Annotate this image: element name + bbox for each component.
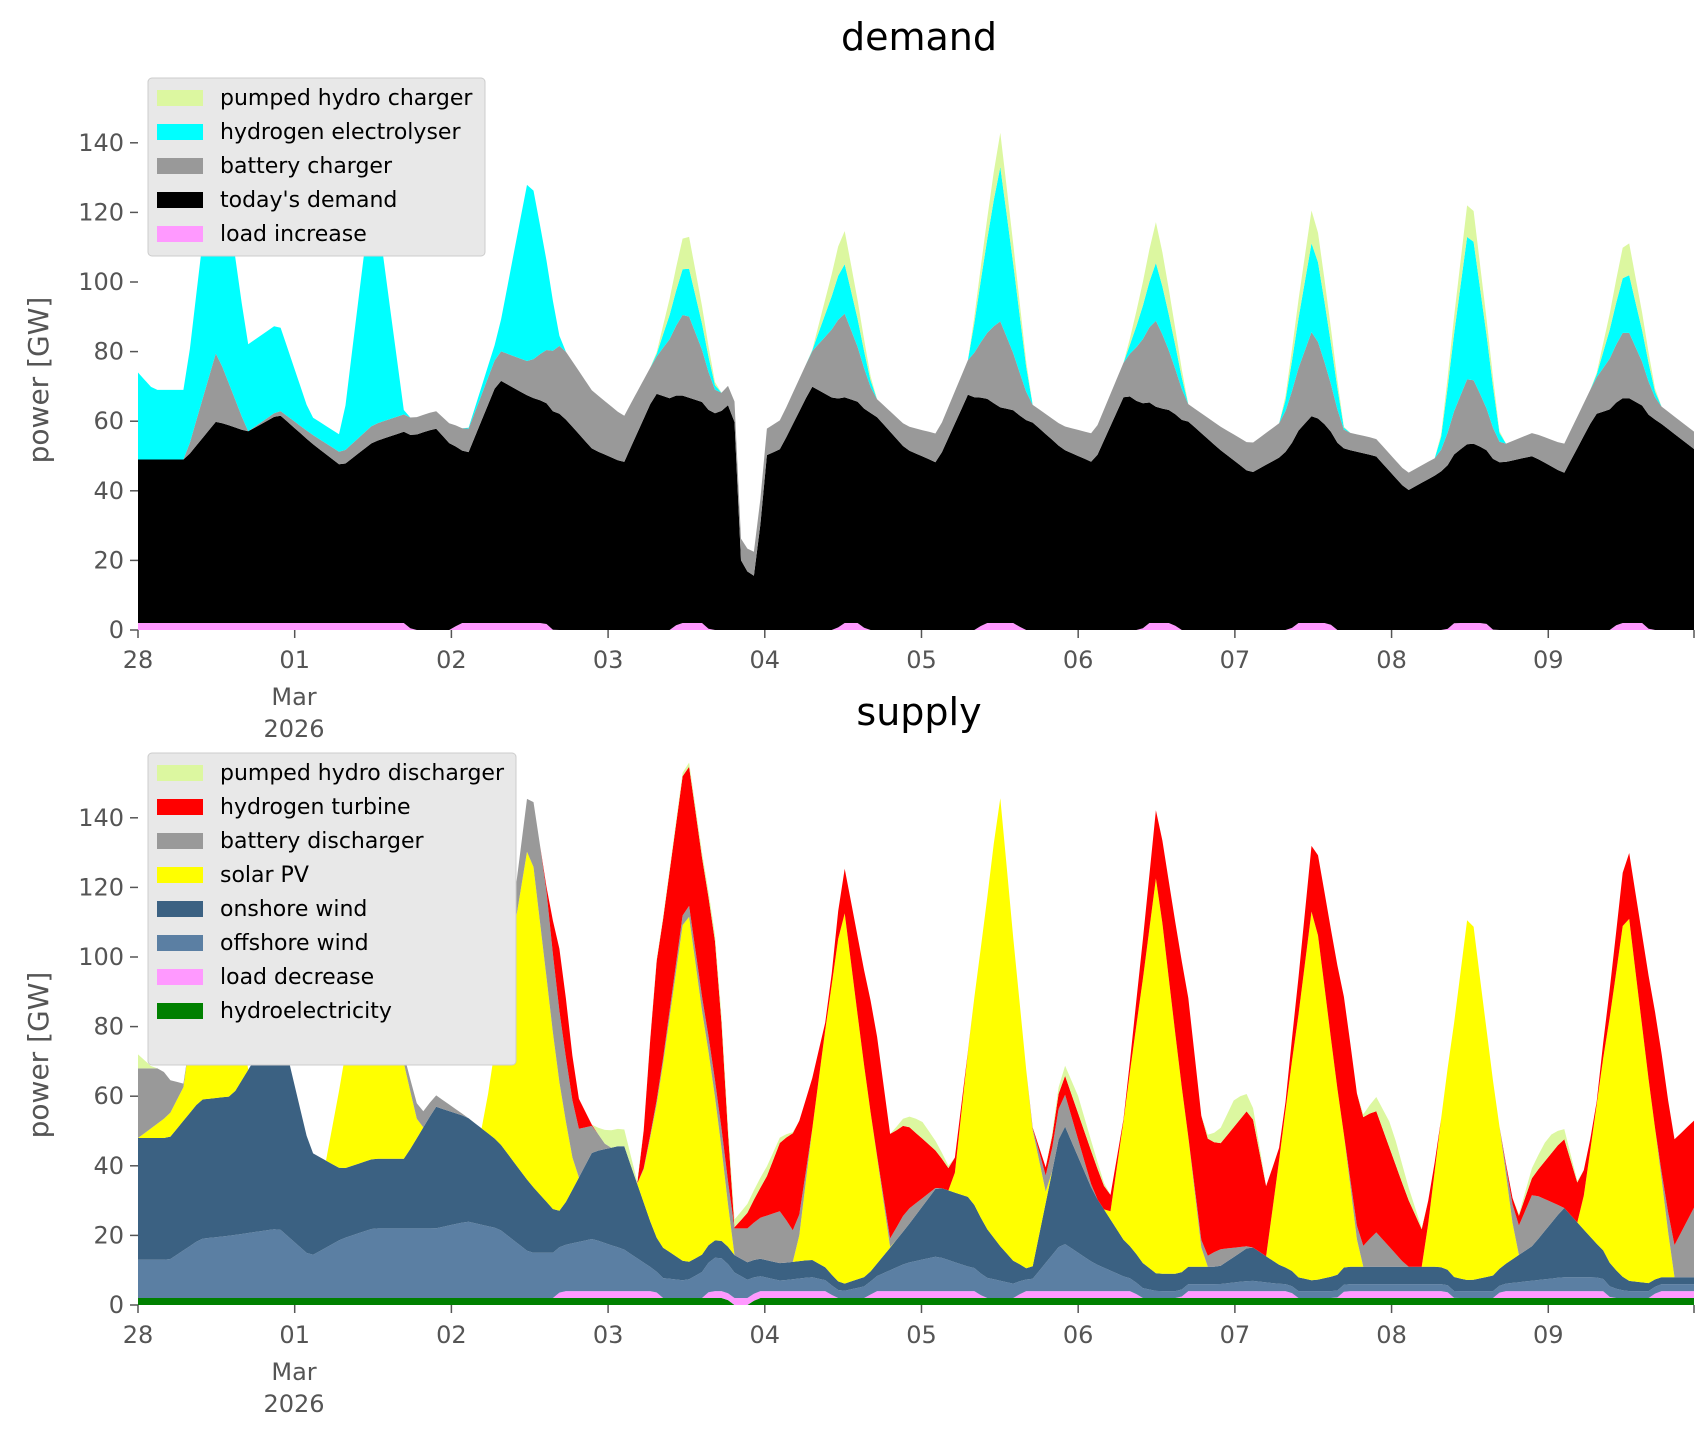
supply-area-hydrogen-turbine: [138, 766, 1694, 1267]
demand-y-axis: 0 20 40 60 80 100 120 140: [78, 129, 138, 644]
demand-x-tick-label-5: 05: [906, 646, 937, 674]
supply-legend-label-0: pumped hydro discharger: [220, 761, 505, 786]
supply-legend-label-6: load decrease: [220, 965, 374, 990]
supply-area-battery-discharger: [138, 798, 1694, 1278]
supply-y-tick-label-3: 60: [93, 1082, 124, 1110]
supply-legend-swatch-6: [157, 969, 203, 985]
demand-y-axis-label: power [GW]: [22, 297, 55, 464]
supply-legend-swatch-3: [157, 867, 203, 883]
supply-y-tick-label-1: 20: [93, 1221, 124, 1249]
supply-x-tick-label-6: 06: [1063, 1321, 1094, 1349]
demand-legend-swatch-1: [157, 124, 203, 140]
demand-legend-label-0: pumped hydro charger: [220, 86, 473, 111]
supply-legend-label-3: solar PV: [220, 863, 309, 888]
supply-legend-swatch-4: [157, 901, 203, 917]
supply-y-axis-label: power [GW]: [22, 972, 55, 1139]
supply-area-hydroelectricity: [138, 1298, 1694, 1305]
supply-legend-label-2: battery discharger: [220, 829, 425, 854]
demand-x-axis: 28 01 02 03 04 05 06 07 08 09: [123, 630, 1695, 674]
demand-y-tick-label-6: 120: [78, 198, 124, 226]
supply-x-axis: 28 01 02 03 04 05 06 07 08 09: [123, 1305, 1695, 1349]
supply-y-tick-label-6: 120: [78, 873, 124, 901]
supply-x-tick-label-7: 07: [1220, 1321, 1251, 1349]
supply-x-sublabel-year: 2026: [263, 1390, 324, 1418]
demand-y-tick-label-0: 0: [109, 616, 124, 644]
demand-y-tick-label-2: 40: [93, 477, 124, 505]
demand-y-tick-label-3: 60: [93, 407, 124, 435]
demand-legend-label-3: today's demand: [220, 188, 397, 213]
supply-area-offshore-wind: [138, 1221, 1694, 1298]
supply-x-tick-label-1: 01: [279, 1321, 310, 1349]
supply-legend-swatch-1: [157, 799, 203, 815]
supply-title: supply: [856, 690, 981, 734]
demand-x-tick-label-1: 01: [279, 646, 310, 674]
supply-legend-label-1: hydrogen turbine: [220, 795, 411, 820]
supply-chart: supply 0 20 40 60 80 100 120 140 28 01 02 03 04 05 06…: [22, 690, 1695, 1418]
demand-legend-label-1: hydrogen electrolyser: [220, 120, 461, 145]
demand-stacked-areas: [138, 130, 1694, 630]
supply-legend-swatch-7: [157, 1003, 203, 1019]
demand-legend-swatch-3: [157, 192, 203, 208]
demand-x-tick-label-3: 03: [593, 646, 624, 674]
supply-y-tick-label-7: 140: [78, 804, 124, 832]
demand-x-tick-label-2: 02: [436, 646, 467, 674]
demand-area-load-increase: [138, 623, 1694, 630]
supply-legend-swatch-0: [157, 765, 203, 781]
supply-x-tick-label-0: 28: [123, 1321, 154, 1349]
supply-y-tick-label-0: 0: [109, 1291, 124, 1319]
supply-y-axis: 0 20 40 60 80 100 120 140: [78, 804, 138, 1319]
supply-y-tick-label-4: 80: [93, 1013, 124, 1041]
supply-x-sublabel-month: Mar: [271, 1358, 316, 1386]
supply-legend-swatch-2: [157, 833, 203, 849]
demand-x-sublabel-year: 2026: [263, 715, 324, 743]
demand-area-hydrogen-electrolyser: [138, 130, 1694, 552]
demand-legend-label-2: battery charger: [220, 154, 393, 179]
supply-stacked-areas: [138, 762, 1694, 1305]
demand-y-tick-label-5: 100: [78, 268, 124, 296]
demand-x-tick-label-6: 06: [1063, 646, 1094, 674]
supply-x-tick-label-3: 03: [593, 1321, 624, 1349]
demand-x-sublabel-month: Mar: [271, 683, 316, 711]
demand-y-tick-label-7: 140: [78, 129, 124, 157]
supply-area-solar-pv: [138, 798, 1694, 1284]
demand-x-tick-label-9: 09: [1533, 646, 1564, 674]
supply-legend: pumped hydro discharger hydrogen turbine…: [147, 752, 517, 1066]
supply-legend-label-5: offshore wind: [220, 931, 369, 956]
demand-legend-label-4: load increase: [220, 222, 367, 247]
demand-x-tick-label-8: 08: [1376, 646, 1407, 674]
supply-legend-label-7: hydroelectricity: [220, 999, 392, 1024]
supply-x-tick-label-4: 04: [750, 1321, 781, 1349]
supply-x-tick-label-9: 09: [1533, 1321, 1564, 1349]
demand-legend-box: [147, 77, 486, 257]
demand-legend: pumped hydro charger hydrogen electrolys…: [147, 77, 486, 257]
demand-title: demand: [841, 15, 997, 59]
demand-area-today-s-demand: [138, 380, 1694, 630]
demand-x-tick-label-0: 28: [123, 646, 154, 674]
supply-x-tick-label-8: 08: [1376, 1321, 1407, 1349]
demand-area-battery-charger: [138, 313, 1694, 576]
demand-legend-swatch-0: [157, 90, 203, 106]
supply-x-tick-label-5: 05: [906, 1321, 937, 1349]
demand-legend-swatch-2: [157, 158, 203, 174]
supply-legend-swatch-5: [157, 935, 203, 951]
supply-y-tick-label-5: 100: [78, 943, 124, 971]
demand-legend-swatch-4: [157, 226, 203, 242]
supply-legend-box: [147, 752, 517, 1066]
demand-y-tick-label-4: 80: [93, 338, 124, 366]
supply-y-tick-label-2: 40: [93, 1152, 124, 1180]
demand-chart: demand 0 20 40 60 80 100 120 140 28 01 02 03 04 05 06…: [22, 15, 1695, 743]
supply-legend-label-4: onshore wind: [220, 897, 367, 922]
demand-x-tick-label-4: 04: [750, 646, 781, 674]
supply-area-load-decrease: [138, 1291, 1694, 1305]
demand-x-tick-label-7: 07: [1220, 646, 1251, 674]
demand-y-tick-label-1: 20: [93, 546, 124, 574]
supply-x-tick-label-2: 02: [436, 1321, 467, 1349]
supply-area-onshore-wind: [138, 1026, 1694, 1292]
